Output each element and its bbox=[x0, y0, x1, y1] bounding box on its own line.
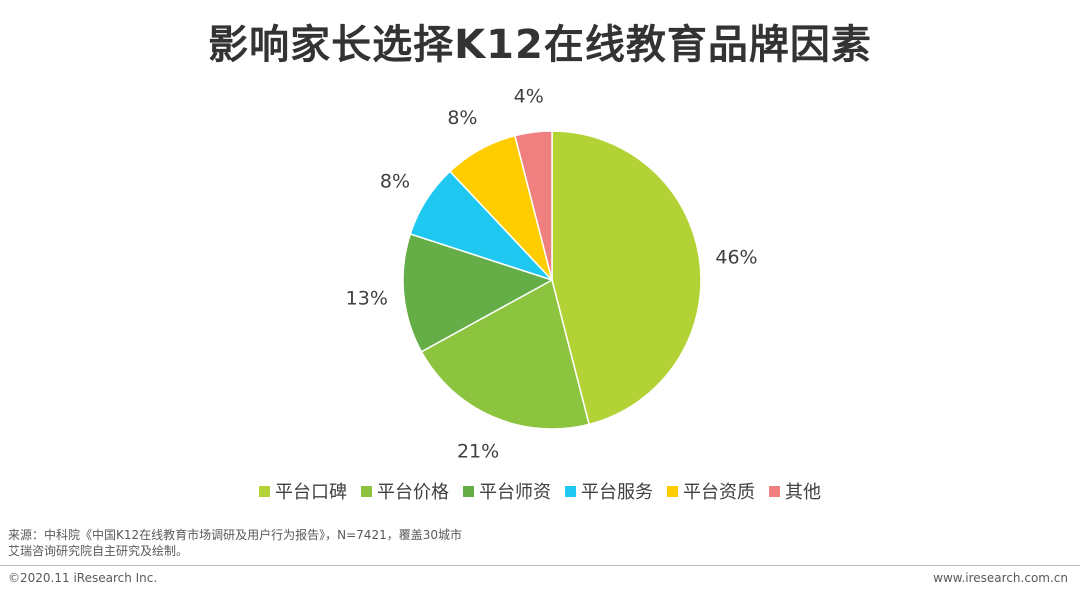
chart-legend: 平台口碑 平台价格 平台师资 平台服务 平台资质 其他 bbox=[0, 478, 1080, 504]
legend-label: 其他 bbox=[785, 482, 821, 503]
pie-slice bbox=[551, 130, 702, 426]
legend-swatch bbox=[769, 485, 780, 497]
pie-data-label: 8% bbox=[447, 107, 477, 129]
pie-data-label: 4% bbox=[514, 86, 544, 108]
legend-swatch bbox=[463, 485, 474, 497]
copyright-text: ©2020.11 iResearch Inc. bbox=[8, 571, 158, 585]
pie-slice bbox=[402, 233, 554, 353]
legend-item: 平台服务 bbox=[565, 478, 653, 504]
legend-swatch bbox=[565, 485, 576, 497]
legend-label: 平台服务 bbox=[581, 482, 653, 503]
pie-data-label: 21% bbox=[457, 441, 499, 463]
legend-label: 平台口碑 bbox=[275, 482, 347, 503]
legend-item: 平台资质 bbox=[667, 478, 755, 504]
pie-chart: 46% 21% 13% 8% 8% 4% bbox=[346, 86, 758, 463]
legend-label: 平台价格 bbox=[377, 482, 449, 503]
legend-swatch bbox=[259, 485, 270, 497]
source-line-2: 艾瑞咨询研究院自主研究及绘制。 bbox=[8, 544, 189, 558]
source-note: 来源：中科院《中国K12在线教育市场调研及用户行为报告》，N=7421，覆盖30… bbox=[8, 527, 462, 559]
source-line-1: 来源：中科院《中国K12在线教育市场调研及用户行为报告》，N=7421，覆盖30… bbox=[8, 528, 462, 542]
legend-item: 平台价格 bbox=[361, 478, 449, 504]
legend-swatch bbox=[667, 485, 678, 497]
pie-slice bbox=[420, 278, 590, 430]
legend-label: 平台资质 bbox=[683, 482, 755, 503]
legend-swatch bbox=[361, 485, 372, 497]
pie-data-label: 13% bbox=[346, 288, 388, 310]
legend-item: 其他 bbox=[769, 478, 821, 504]
website-text: www.iresearch.com.cn bbox=[933, 571, 1068, 585]
chart-title: 影响家长选择K12在线教育品牌因素 bbox=[208, 22, 872, 68]
pie-data-label: 8% bbox=[380, 170, 410, 192]
pie-slice bbox=[514, 130, 553, 281]
pie-data-label: 46% bbox=[715, 247, 757, 269]
legend-item: 平台师资 bbox=[463, 478, 551, 504]
legend-label: 平台师资 bbox=[479, 482, 551, 503]
footer-divider bbox=[0, 565, 1080, 566]
legend-item: 平台口碑 bbox=[259, 478, 347, 504]
